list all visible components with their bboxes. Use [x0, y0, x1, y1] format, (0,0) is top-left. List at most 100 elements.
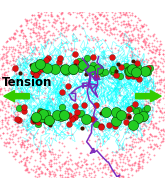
Point [2, 76, 4, 79]
Point [14, 115, 17, 118]
Point [134, 14, 137, 17]
Point [66, 159, 69, 162]
Point [77, 119, 80, 122]
Point [17, 161, 20, 164]
Point [0, 134, 1, 137]
Point [71, 169, 74, 172]
Point [85, 24, 88, 27]
Point [0, 123, 3, 126]
Point [88, 171, 91, 174]
Point [60, 151, 63, 154]
Point [23, 163, 26, 166]
Point [69, 168, 71, 171]
Point [71, 5, 73, 8]
Point [86, 168, 88, 171]
Point [71, 29, 73, 32]
Point [133, 151, 135, 154]
Point [89, 163, 92, 166]
Point [55, 13, 58, 16]
Point [0, 103, 3, 106]
Point [88, 13, 91, 16]
Point [140, 67, 142, 70]
Point [142, 154, 144, 157]
Point [149, 134, 152, 137]
Point [121, 165, 124, 168]
Point [29, 42, 31, 45]
Point [51, 33, 54, 36]
Point [87, 39, 90, 42]
Point [84, 81, 87, 84]
Point [84, 187, 86, 189]
Point [82, 180, 84, 183]
Point [91, 89, 93, 92]
Point [42, 149, 44, 152]
Point [57, 186, 60, 189]
Point [58, 5, 61, 8]
Point [67, 163, 69, 166]
Point [56, 19, 58, 22]
Point [141, 45, 143, 48]
Point [43, 173, 46, 176]
Point [161, 58, 164, 61]
Point [74, 52, 77, 55]
Point [118, 179, 121, 182]
Point [5, 93, 8, 96]
Point [49, 162, 52, 165]
Point [77, 25, 80, 28]
Point [158, 60, 161, 63]
Point [9, 114, 12, 117]
Point [16, 113, 19, 116]
Point [34, 137, 37, 140]
Point [102, 139, 105, 142]
Point [27, 170, 30, 173]
Point [38, 16, 40, 19]
Point [39, 156, 41, 159]
Point [92, 46, 94, 49]
Point [147, 67, 149, 70]
Point [101, 45, 104, 48]
Point [109, 27, 112, 30]
Point [66, 89, 69, 92]
Point [125, 120, 127, 123]
Point [128, 177, 130, 180]
Point [133, 141, 136, 144]
Point [52, 17, 55, 20]
Point [33, 40, 35, 43]
Point [14, 57, 17, 60]
Point [92, 181, 94, 184]
Point [15, 94, 18, 97]
Point [13, 32, 15, 35]
Point [14, 67, 17, 70]
Point [140, 24, 143, 27]
Point [123, 33, 126, 36]
Point [21, 141, 24, 144]
Point [129, 23, 131, 26]
Point [17, 124, 20, 127]
Point [85, 163, 87, 166]
Point [44, 40, 46, 43]
Point [87, 142, 90, 145]
Point [43, 153, 46, 156]
Point [79, 178, 82, 181]
Point [129, 19, 132, 22]
Point [83, 105, 85, 108]
Point [73, 89, 75, 92]
Point [49, 150, 51, 153]
Point [127, 22, 130, 26]
Point [85, 8, 87, 11]
Point [127, 150, 129, 153]
Point [124, 136, 127, 139]
Point [64, 170, 66, 173]
Point [161, 127, 164, 130]
Point [130, 167, 132, 170]
Point [65, 166, 67, 169]
Point [144, 98, 147, 101]
Point [20, 90, 22, 93]
Point [4, 71, 6, 74]
Point [151, 47, 154, 50]
Point [24, 57, 27, 60]
Point [21, 28, 24, 31]
Point [16, 101, 18, 104]
Point [104, 113, 106, 116]
Point [152, 154, 155, 157]
